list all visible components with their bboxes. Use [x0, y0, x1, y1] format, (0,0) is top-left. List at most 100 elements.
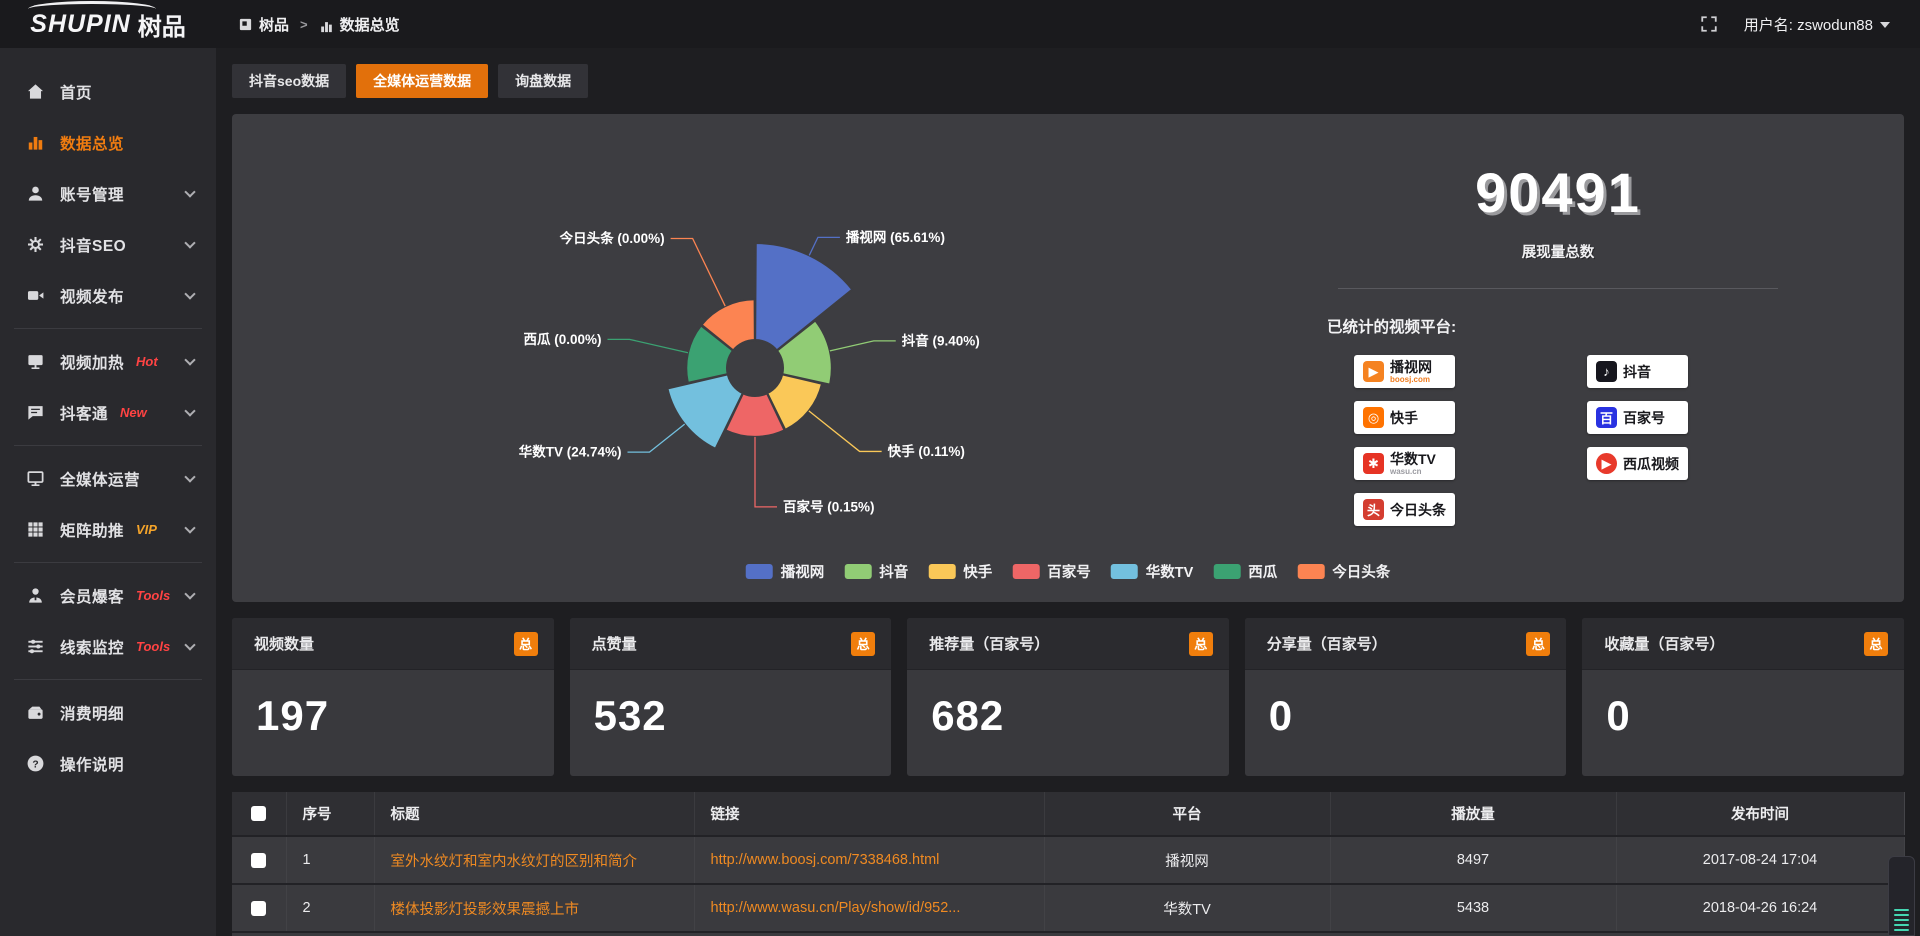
pie-label-line [754, 436, 777, 508]
row-checkbox[interactable] [251, 852, 267, 868]
legend-label: 西瓜 [1248, 565, 1278, 581]
sidebar-item[interactable]: 账号管理 [0, 168, 216, 219]
breadcrumb-label: 树品 [259, 16, 290, 34]
pie-label: 西瓜 (0.00%) [523, 332, 601, 347]
table-cell: 8497 [1330, 836, 1617, 885]
sidebar-item-tag: VIP [136, 522, 157, 537]
tab-全媒体运营数据[interactable]: 全媒体运营数据 [356, 64, 489, 98]
sidebar-item-label: 消费明细 [60, 705, 125, 723]
video-title-link: 楼体投影灯投影效果震撼上市 [374, 884, 695, 933]
stat-card-header: 推荐量（百家号） 总 [907, 618, 1229, 670]
wasu-logo: ✱ [1363, 453, 1384, 474]
brand-logo[interactable]: SHUPIN 树品 [0, 0, 216, 48]
logo-arc [28, 1, 156, 17]
pie-label-line [808, 236, 840, 256]
home-icon [26, 82, 45, 101]
platforms-title: 已统计的视频平台: [1327, 319, 1457, 336]
breadcrumb-item[interactable]: 树品 [238, 14, 289, 35]
sidebar-item[interactable]: 抖客通 New [0, 387, 216, 438]
pie-slice[interactable] [666, 373, 745, 451]
toutiao-logo: 头 [1363, 499, 1384, 520]
stat-card-value: 682 [931, 692, 1005, 739]
sidebar-item[interactable]: 首页 [0, 66, 216, 117]
select-all-checkbox[interactable] [251, 806, 267, 822]
link[interactable]: http://www.boosj.com/7338468.html [710, 852, 940, 868]
sidebar-item[interactable]: ? 操作说明 [0, 738, 216, 789]
legend-chip [1213, 564, 1241, 579]
breadcrumb-item[interactable]: 数据总览 [319, 14, 400, 35]
table-cell: 2017-08-24 17:04 [1616, 836, 1905, 885]
sidebar-item[interactable]: 会员爆客 Tools [0, 570, 216, 621]
username-dropdown[interactable]: 用户名: zswodun88 [1744, 14, 1890, 35]
sidebar-item[interactable]: 消费明细 [0, 687, 216, 738]
overview-panel: 播视网 (65.61%) 抖音 (9.40%) 快手 (0.11%) 百家号 (0.1… [232, 114, 1904, 602]
sidebar-item[interactable]: 视频发布 [0, 270, 216, 321]
platform-subtext: boosj.com [1390, 374, 1431, 384]
total-impressions-label: 展现量总数 [1521, 245, 1595, 261]
sidebar-item[interactable]: 全媒体运营 [0, 453, 216, 504]
total-badge[interactable]: 总 [1863, 631, 1888, 656]
total-badge[interactable]: 总 [851, 631, 876, 656]
sidebar-item[interactable]: 数据总览 [0, 117, 216, 168]
row-checkbox[interactable] [251, 900, 267, 916]
legend-label: 今日头条 [1332, 565, 1391, 581]
platform-name: 快手 [1390, 409, 1418, 426]
pie-slice[interactable] [700, 298, 756, 352]
sidebar-item[interactable]: 抖音SEO [0, 219, 216, 270]
table-row: 2 楼体投影灯投影效果震撼上市 http://www.wasu.cn/Play/sh… [232, 884, 1905, 933]
row-checkbox-cell [232, 836, 287, 885]
video-title-link: 室外水纹灯和室内水纹灯的区别和简介 [374, 836, 695, 885]
link[interactable]: 室外水纹灯和室内水纹灯的区别和简介 [390, 853, 638, 870]
pie-slice[interactable] [754, 241, 854, 352]
fullscreen-icon[interactable] [1700, 15, 1718, 33]
topbar: SHUPIN 树品 树品 > 数据总览 用户名: zswodun88 [0, 0, 1920, 48]
wallet-icon [26, 703, 45, 722]
legend-item[interactable]: 百家号 [1012, 561, 1091, 582]
platform-subtext: wasu.cn [1390, 466, 1422, 476]
table-cell: 2 [286, 884, 375, 933]
table-header-cell: 平台 [1044, 792, 1331, 837]
legend-item[interactable]: 西瓜 [1213, 561, 1277, 582]
chevron-down-icon [184, 353, 196, 366]
tab-抖音seo数据[interactable]: 抖音seo数据 [232, 64, 347, 98]
total-badge[interactable]: 总 [1526, 631, 1551, 656]
sidebar-item[interactable]: 线索监控 Tools [0, 621, 216, 672]
link[interactable]: 楼体投影灯投影效果震撼上市 [390, 901, 580, 918]
chevron-down-icon [184, 587, 196, 600]
sidebar-divider [14, 328, 202, 329]
legend-item[interactable]: 今日头条 [1297, 561, 1390, 582]
sidebar-item-tag: New [120, 405, 147, 420]
platforms-grid: ▶ 播视网 boosj.com ◎ 快手 ✱ 华数TV wasu.cn 头今日头条 ♪ 抖音百百家号… [1132, 355, 1904, 526]
pie-slice[interactable] [775, 319, 833, 386]
legend-label: 快手 [963, 565, 993, 581]
pie-label: 百家号 (0.15%) [783, 498, 875, 514]
sidebar-divider [14, 445, 202, 446]
breadcrumb: 树品 > 数据总览 [238, 14, 400, 35]
legend-item[interactable]: 快手 [928, 561, 992, 582]
stat-card-label: 推荐量（百家号） [929, 636, 1050, 653]
row-checkbox-cell [232, 884, 287, 933]
stat-card: 分享量（百家号） 总 0 [1244, 618, 1567, 776]
pie-label: 今日头条 (0.00%) [560, 230, 665, 246]
total-badge[interactable]: 总 [1188, 631, 1213, 656]
sidebar-item[interactable]: 视频加热 Hot [0, 336, 216, 387]
bar-chart-icon [319, 17, 334, 32]
pie-label: 播视网 (65.61%) [846, 229, 945, 245]
total-badge[interactable]: 总 [513, 631, 538, 656]
sidebar-item-label: 矩阵助推 [60, 522, 125, 540]
link[interactable]: http://www.wasu.cn/Play/show/id/952... [710, 900, 961, 916]
stat-cards: 视频数量总 197 点赞量总 532 推荐量（百家号）总 682 分享量（百家号）总 0 收藏量… [232, 618, 1904, 776]
topbar-right: 用户名: zswodun88 [1700, 14, 1920, 35]
chevron-down-icon [184, 185, 196, 198]
grid-icon [26, 520, 45, 539]
legend-item[interactable]: 抖音 [844, 561, 908, 582]
chevron-down-icon [1880, 22, 1890, 28]
stat-card-header: 分享量（百家号） 总 [1244, 618, 1567, 670]
legend-item[interactable]: 华数TV [1110, 561, 1193, 582]
legend-item[interactable]: 播视网 [745, 561, 824, 582]
logo-text-cn: 树品 [137, 13, 186, 41]
sidebar-item[interactable]: 矩阵助推 VIP [0, 504, 216, 555]
scrollbar[interactable] [1888, 856, 1915, 936]
tab-询盘数据[interactable]: 询盘数据 [498, 64, 589, 98]
platform-name: 抖音 [1623, 363, 1651, 380]
